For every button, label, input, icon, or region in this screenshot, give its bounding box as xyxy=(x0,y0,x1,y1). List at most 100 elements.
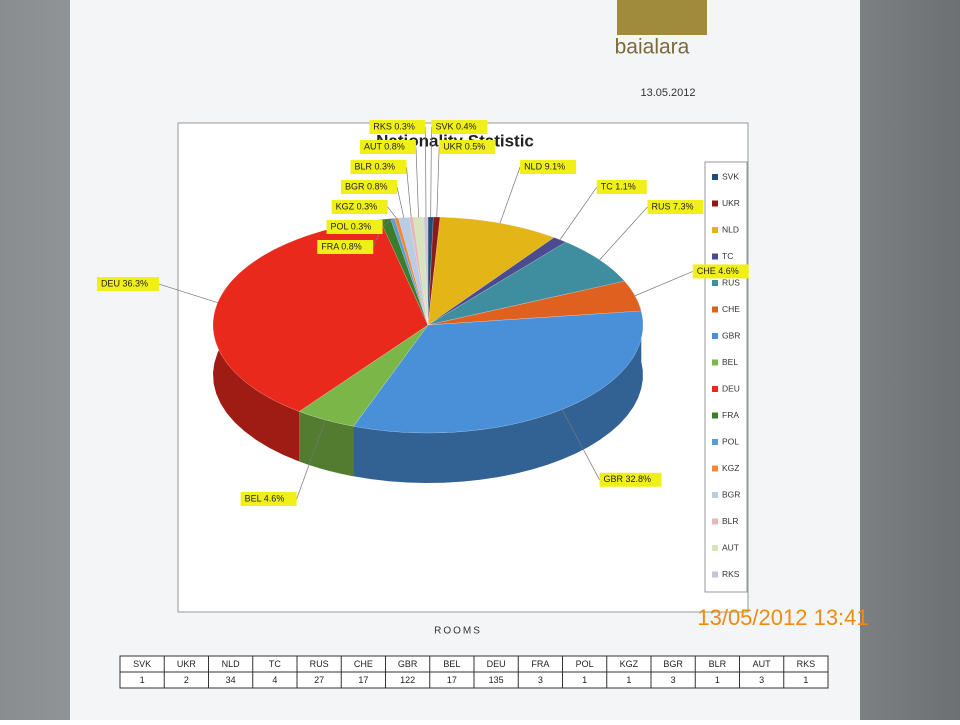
leader-line xyxy=(387,206,397,219)
data-label: RUS 7.3% xyxy=(651,201,693,211)
leader-line xyxy=(158,283,218,304)
label-bg xyxy=(96,277,159,292)
legend-label: POL xyxy=(722,436,739,446)
table-header: GBR xyxy=(398,659,418,669)
legend-swatch xyxy=(712,439,718,445)
data-label: GBR 32.8% xyxy=(604,474,652,484)
legend-label: RUS xyxy=(722,277,740,287)
legend-swatch xyxy=(712,571,718,578)
leader-line xyxy=(396,186,405,218)
pie-chart: SVK 0.4% UKR 0.5% NLD 9.1% TC 1.1% RUS 7.3% C… xyxy=(96,120,749,579)
legend-swatch xyxy=(712,253,718,260)
data-label: TC 1.1% xyxy=(601,181,636,191)
leader-line xyxy=(436,147,440,218)
slice xyxy=(427,216,441,326)
legend-label: FRA xyxy=(722,410,739,420)
data-label: SVK 0.4% xyxy=(435,121,476,131)
table-cell: 3 xyxy=(759,675,764,685)
slice xyxy=(427,216,434,326)
data-label: UKR 0.5% xyxy=(443,141,485,151)
legend-swatch xyxy=(712,465,718,472)
legend-label: SVK xyxy=(722,171,739,181)
leader-line xyxy=(406,166,412,218)
label-bg xyxy=(350,160,407,175)
legend-label: UKR xyxy=(722,198,740,208)
table-title: ROOMS xyxy=(434,626,482,637)
legend-swatch xyxy=(712,333,718,339)
legend-label: BGR xyxy=(722,489,740,499)
legend-swatch xyxy=(712,280,718,286)
camera-stamp: 13/05/2012 13:41 xyxy=(697,605,868,630)
leader-line xyxy=(425,127,427,218)
label-bg xyxy=(240,491,297,506)
table-cell: 3 xyxy=(671,675,676,685)
legend-label: CHE xyxy=(722,304,740,314)
legend-swatch xyxy=(712,386,718,392)
label-bg xyxy=(647,200,704,215)
data-label: CHE 4.6% xyxy=(697,266,739,276)
label-bg xyxy=(369,120,426,135)
label-bg xyxy=(599,472,662,487)
table-cell: 122 xyxy=(400,675,415,685)
legend-swatch xyxy=(712,412,718,419)
table-header: CHE xyxy=(354,659,373,669)
legend-swatch xyxy=(712,174,718,180)
table-cell: 1 xyxy=(140,675,145,685)
table-cell: 1 xyxy=(803,675,808,685)
table-header: SVK xyxy=(133,659,151,669)
table-cell: 34 xyxy=(226,675,236,685)
slice-side xyxy=(299,411,354,477)
label-bg xyxy=(520,160,577,175)
leader-line xyxy=(430,127,432,218)
label-bg xyxy=(331,200,388,215)
leader-line xyxy=(634,271,693,297)
leader-line xyxy=(559,186,598,240)
legend-swatch xyxy=(712,227,718,233)
slice xyxy=(353,310,644,434)
slice xyxy=(427,241,625,326)
legend-swatch xyxy=(712,518,718,525)
table-header: UKR xyxy=(177,659,197,669)
slice xyxy=(427,280,642,326)
legend-label: KGZ xyxy=(722,463,739,473)
table-cell: 17 xyxy=(447,675,457,685)
table-header: BLR xyxy=(709,659,727,669)
label-bg xyxy=(596,180,647,195)
data-label: BLR 0.3% xyxy=(354,161,395,171)
legend-label: BLR xyxy=(722,516,739,526)
data-label: RKS 0.3% xyxy=(373,121,415,131)
data-label: KGZ 0.3% xyxy=(336,201,378,211)
table-header: BGR xyxy=(663,659,683,669)
legend-swatch xyxy=(712,359,718,366)
table-header: NLD xyxy=(222,659,241,669)
table-cell: 1 xyxy=(715,675,720,685)
table-header: RUS xyxy=(310,659,329,669)
table-header: BEL xyxy=(443,659,460,669)
legend-swatch xyxy=(712,545,718,551)
legend-label: TC xyxy=(722,251,733,261)
data-label: BGR 0.8% xyxy=(345,181,388,191)
table-cell: 3 xyxy=(538,675,543,685)
label-bg xyxy=(439,140,496,155)
table-header: DEU xyxy=(487,659,506,669)
label-bg xyxy=(326,220,383,235)
data-label: AUT 0.8% xyxy=(364,141,405,151)
table-header: AUT xyxy=(753,659,772,669)
legend-label: BEL xyxy=(722,357,738,367)
legend-label: DEU xyxy=(722,383,740,393)
leader-line xyxy=(599,206,648,261)
table-cell: 1 xyxy=(626,675,631,685)
table-cell: 17 xyxy=(358,675,368,685)
legend-label: GBR xyxy=(722,330,740,340)
label-bg xyxy=(692,264,749,279)
label-bg xyxy=(341,180,398,195)
table-cell: 2 xyxy=(184,675,189,685)
legend-swatch xyxy=(712,306,718,313)
table-cell: 135 xyxy=(489,675,504,685)
table-cell: 27 xyxy=(314,675,324,685)
data-label: FRA 0.8% xyxy=(321,241,362,251)
table-header: TC xyxy=(269,659,281,669)
label-bg xyxy=(317,240,374,255)
table-cell: 1 xyxy=(582,675,587,685)
leader-line xyxy=(561,409,600,480)
